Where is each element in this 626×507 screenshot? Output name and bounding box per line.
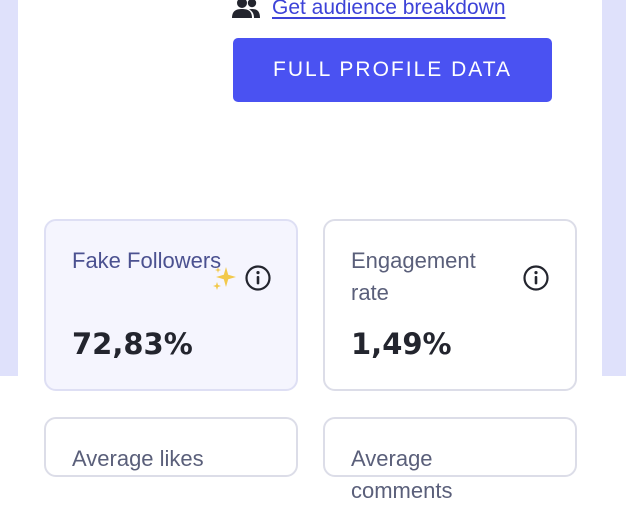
metric-value: 72,83% [72,327,193,361]
audience-breakdown-label: Get audience breakdown [272,0,506,19]
metric-title: Engagement rate [351,248,476,305]
metric-title: Average likes [72,446,204,471]
metric-card-average-comments: Average comments [323,417,577,503]
metric-card-average-likes: Average likes [44,417,298,477]
metric-title: Fake Followers [72,248,222,273]
full-profile-data-button[interactable]: FULL PROFILE DATA [233,38,552,102]
info-icon[interactable] [245,265,271,291]
metric-value: 1,49% [351,327,452,361]
metric-card-fake-followers: Fake Followers 72,83% [44,219,298,391]
info-icon[interactable] [523,265,549,291]
metric-card-engagement-rate: Engagement rate 1,49% [323,219,577,391]
people-icon [232,0,260,18]
audience-breakdown-link[interactable]: Get audience breakdown [232,0,506,22]
sparkle-icon [213,267,236,290]
